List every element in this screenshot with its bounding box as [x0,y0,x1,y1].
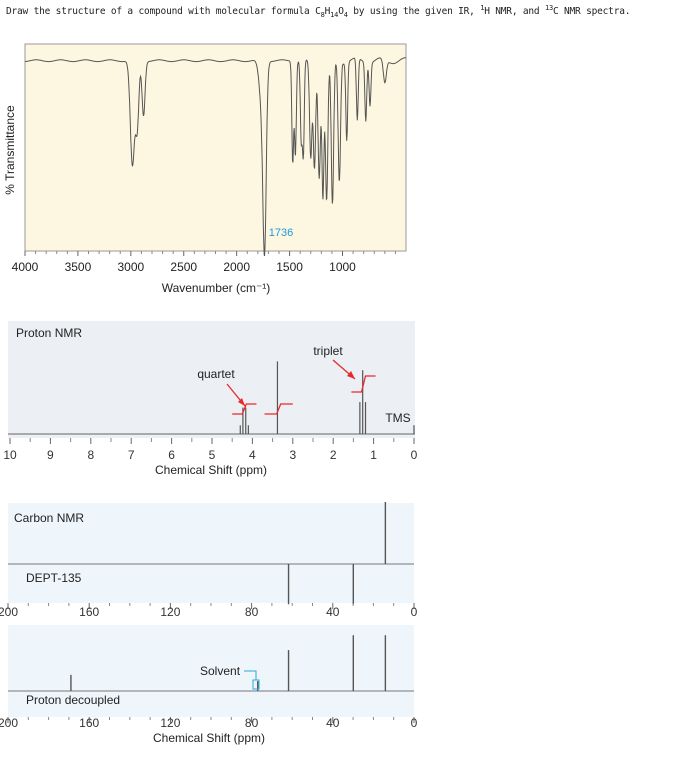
proton-tick-label: 0 [411,448,418,462]
dept-tick-label: 120 [160,605,180,619]
dept-x-axis: 200 160 120 80 40 0 [0,603,418,619]
carbon-x-axis-label: Chemical Shift (ppm) [153,731,265,745]
proton-tick-label: 6 [168,448,175,462]
proton-decoupled-spectrum: Solvent Proton decoupled 200 160 120 80 40 0 … [0,625,418,745]
proton-integral-curve [232,403,257,415]
proton-x-axis: 10 9 8 7 6 5 4 3 2 1 0 [3,438,418,462]
proton-peaks [239,361,415,434]
question-text: Draw the structure of a compound with mo… [6,4,631,20]
solvent-label: Solvent [200,664,241,678]
solvent-box [252,679,260,690]
ir-spectrum: 1736 4000 3500 3000 2500 2000 1500 1000 Wavenu… [3,43,407,295]
proton-tick-label: 8 [87,448,94,462]
ir-x-axis-label: Wavenumber (cm⁻¹) [162,281,271,295]
ir-tick-label: 1500 [276,260,303,274]
ir-tick-label: 4000 [12,260,39,274]
dept-135-label: DEPT-135 [26,571,82,585]
triplet-arrowhead [347,371,355,379]
quartet-label: quartet [197,367,235,381]
ir-y-axis-label: % Transmittance [3,105,17,195]
carbon-nmr-title: Carbon NMR [14,511,84,525]
ir-peak-label: 1736 [269,227,293,239]
ir-x-axis: 4000 3500 3000 2500 2000 1500 1000 [12,251,396,274]
decoupled-tick-label: 80 [245,716,259,730]
proton-integral-curve [264,403,293,415]
decoupled-plot-area [8,625,414,717]
ir-tick-label: 3000 [117,260,144,274]
tms-label: TMS [385,411,410,425]
ir-tick-label: 2000 [223,260,250,274]
ir-tick-label: 2500 [170,260,197,274]
ir-tick-label: 1000 [329,260,356,274]
ir-trace [25,57,406,257]
proton-tick-label: 10 [3,448,17,462]
decoupled-tick-label: 0 [411,716,418,730]
ir-tick-label: 3500 [65,260,92,274]
decoupled-x-axis: 200 160 120 80 40 0 [0,716,418,730]
proton-tick-label: 9 [47,448,54,462]
proton-integral-curve [351,375,376,393]
proton-tick-label: 4 [249,448,256,462]
triplet-label: triplet [313,344,343,358]
dept-peaks [287,502,387,605]
dept-tick-label: 80 [245,605,259,619]
quartet-arrowhead [238,398,245,406]
proton-nmr-spectrum: Proton NMR quartet triplet TMS 10 9 8 7 6 5 4 3… [3,321,418,477]
dept-tick-label: 40 [326,605,340,619]
proton-plot-area [8,321,415,438]
proton-tick-label: 2 [330,448,337,462]
proton-tick-label: 3 [289,448,296,462]
proton-tick-label: 7 [128,448,135,462]
decoupled-tick-label: 40 [326,716,340,730]
dept-tick-label: 160 [79,605,99,619]
proton-title: Proton NMR [16,326,82,340]
decoupled-tick-label: 200 [0,716,18,730]
proton-decoupled-label: Proton decoupled [26,693,120,707]
proton-integrals [232,375,376,415]
proton-tick-label: 1 [370,448,377,462]
proton-x-axis-label: Chemical Shift (ppm) [155,463,267,477]
decoupled-tick-label: 120 [160,716,180,730]
dept135-spectrum: Carbon NMR DEPT-135 200 160 120 80 40 0 [0,502,418,619]
ir-plot-area [24,43,407,252]
dept-plot-area [8,503,414,603]
dept-tick-label: 200 [0,605,18,619]
dept-tick-label: 0 [411,605,418,619]
solvent-marker [244,670,257,680]
decoupled-tick-label: 160 [79,716,99,730]
proton-tick-label: 5 [209,448,216,462]
